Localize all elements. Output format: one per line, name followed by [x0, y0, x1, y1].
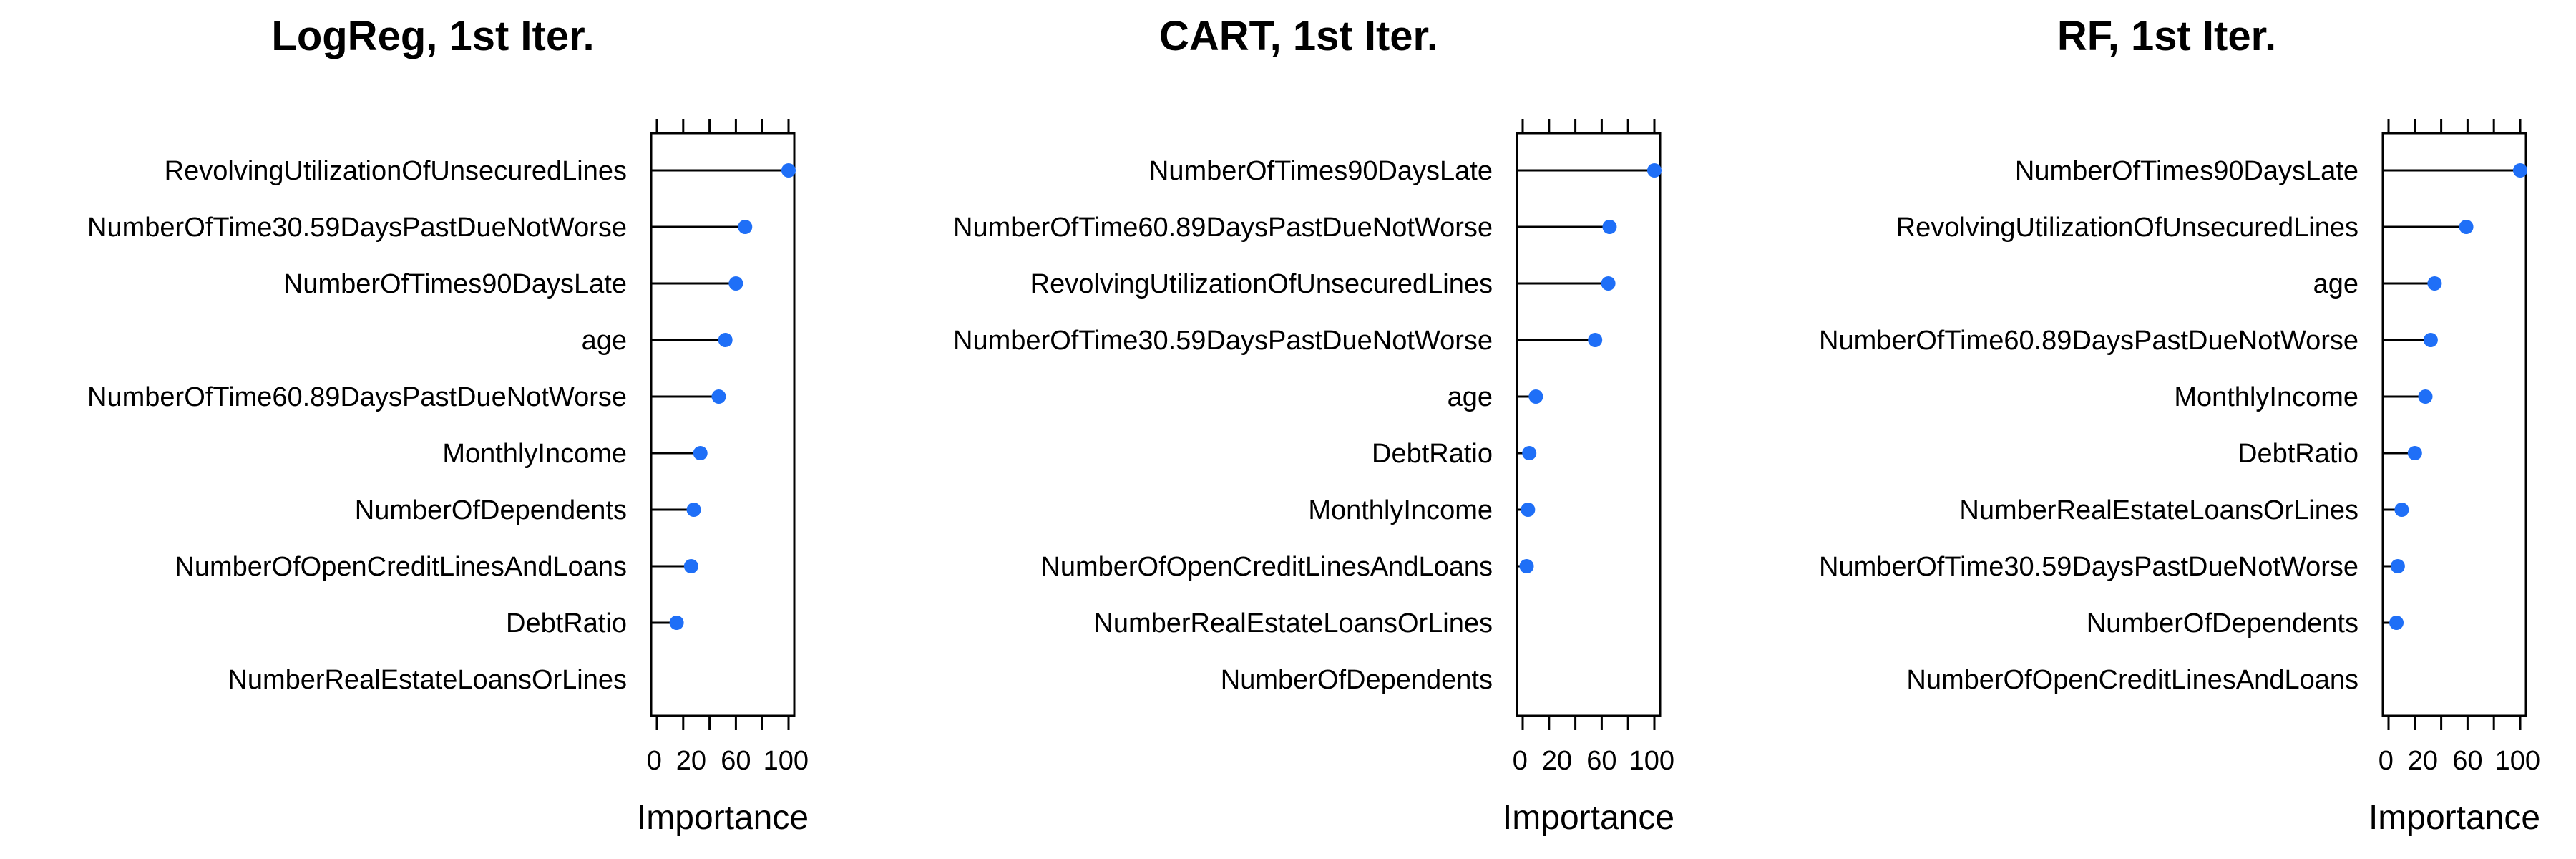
chart-panel-3: RF, 1st Iter. 0 20 60 100 Importance NumberOfT… [1819, 13, 2540, 837]
chart-panel-2: CART, 1st Iter. 0 20 60 100 Importance NumberO… [953, 13, 1674, 837]
x-tick-label: 20 [2408, 746, 2438, 776]
category-label: DebtRatio [2238, 439, 2358, 469]
importance-point [1602, 220, 1617, 234]
x-tick-label: 100 [763, 746, 809, 776]
importance-point [1528, 389, 1543, 404]
category-label: age [1448, 382, 1493, 412]
x-axis-label: Importance [637, 799, 809, 837]
plot-frame [650, 132, 796, 717]
category-label: NumberOfTime30.59DaysPastDueNotWorse [953, 326, 1493, 356]
importance-point [2459, 220, 2474, 234]
importance-point [669, 616, 684, 630]
importance-point [686, 503, 701, 517]
chart-title: CART, 1st Iter. [1159, 13, 1438, 59]
importance-point [2427, 276, 2442, 291]
category-label: age [582, 326, 627, 356]
category-label: NumberOfTimes90DaysLate [283, 269, 627, 299]
importance-point [711, 389, 726, 404]
category-label: NumberOfOpenCreditLinesAndLoans [1906, 665, 2358, 695]
importance-point [2389, 616, 2404, 630]
category-label: NumberOfTime60.89DaysPastDueNotWorse [1819, 326, 2358, 356]
importance-point [2394, 503, 2409, 517]
importance-point [728, 276, 743, 291]
category-label: NumberOfDependents [2087, 608, 2358, 639]
importance-point [2423, 333, 2438, 347]
category-label: MonthlyIncome [1308, 495, 1493, 525]
importance-point [718, 333, 733, 347]
category-label: NumberOfDependents [355, 495, 627, 525]
category-label: NumberOfOpenCreditLinesAndLoans [1040, 552, 1493, 582]
x-tick-label: 60 [1586, 746, 1616, 776]
importance-point [1647, 163, 1662, 178]
category-label: MonthlyIncome [442, 439, 627, 469]
category-label: NumberOfTimes90DaysLate [1149, 156, 1493, 186]
importance-point [2390, 559, 2405, 573]
category-label: RevolvingUtilizationOfUnsecuredLines [1896, 213, 2358, 243]
importance-point [693, 446, 708, 460]
plot-frame [1516, 132, 1662, 717]
x-tick-label: 0 [1513, 746, 1528, 776]
category-label: NumberOfDependents [1221, 665, 1493, 695]
category-label: NumberOfTime30.59DaysPastDueNotWorse [1819, 552, 2358, 582]
chart-title: RF, 1st Iter. [2057, 13, 2276, 59]
x-tick-label: 20 [676, 746, 706, 776]
importance-point [1601, 276, 1616, 291]
category-label: NumberOfTimes90DaysLate [2015, 156, 2358, 186]
x-tick-label: 60 [2452, 746, 2482, 776]
category-label: RevolvingUtilizationOfUnsecuredLines [1030, 269, 1493, 299]
x-axis-label: Importance [1503, 799, 1674, 837]
importance-point [1521, 503, 1536, 517]
x-tick-label: 0 [2379, 746, 2394, 776]
category-label: NumberOfTime60.89DaysPastDueNotWorse [87, 382, 627, 412]
category-label: NumberOfTime60.89DaysPastDueNotWorse [953, 213, 1493, 243]
importance-point [2418, 389, 2433, 404]
category-label: NumberRealEstateLoansOrLines [1959, 495, 2358, 525]
chart-panel-1: LogReg, 1st Iter. 0 20 60 100 Importance Revol… [87, 13, 809, 837]
category-label: MonthlyIncome [2174, 382, 2358, 412]
category-label: NumberRealEstateLoansOrLines [228, 665, 627, 695]
category-label: NumberOfOpenCreditLinesAndLoans [175, 552, 627, 582]
importance-point [1588, 333, 1603, 347]
category-label: DebtRatio [506, 608, 627, 639]
x-tick-label: 100 [1629, 746, 1674, 776]
category-label: DebtRatio [1372, 439, 1493, 469]
chart-title: LogReg, 1st Iter. [271, 13, 594, 59]
importance-point [1522, 446, 1537, 460]
importance-point [1519, 559, 1534, 573]
category-label: RevolvingUtilizationOfUnsecuredLines [165, 156, 627, 186]
category-label: NumberRealEstateLoansOrLines [1093, 608, 1493, 639]
importance-point [2407, 446, 2422, 460]
x-tick-label: 0 [647, 746, 662, 776]
x-axis-label: Importance [2368, 799, 2540, 837]
importance-point [738, 220, 753, 234]
x-tick-label: 100 [2495, 746, 2540, 776]
importance-point [781, 163, 796, 178]
importance-point [683, 559, 698, 573]
importance-point [2513, 163, 2527, 178]
category-label: age [2313, 269, 2358, 299]
category-label: NumberOfTime30.59DaysPastDueNotWorse [87, 213, 627, 243]
x-tick-label: 20 [1542, 746, 1572, 776]
plot-frame [2381, 132, 2527, 717]
x-tick-label: 60 [721, 746, 751, 776]
